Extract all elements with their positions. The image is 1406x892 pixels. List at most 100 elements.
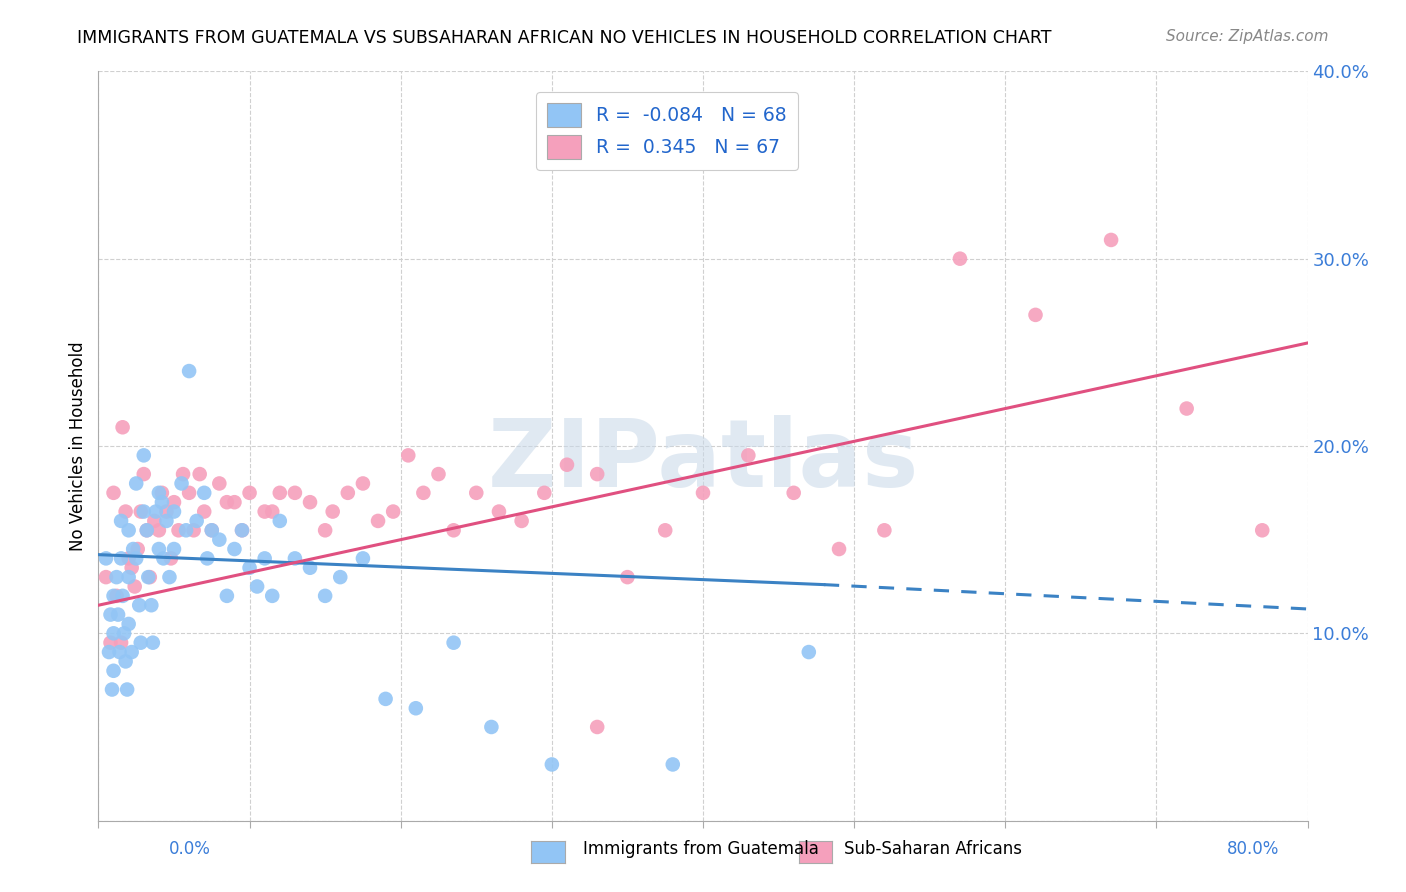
Point — [110, 551, 132, 566]
Point — [262, 505, 284, 519]
Point — [179, 486, 201, 500]
Point — [382, 505, 405, 519]
Point — [115, 682, 138, 697]
Point — [797, 645, 820, 659]
Point — [105, 570, 128, 584]
Point — [314, 589, 336, 603]
Point — [132, 449, 155, 463]
Point — [215, 495, 238, 509]
Point — [443, 635, 465, 649]
Point — [108, 645, 131, 659]
Point — [201, 524, 224, 538]
Point — [112, 626, 135, 640]
Point — [110, 514, 132, 528]
Point — [396, 449, 419, 463]
Point — [661, 757, 683, 772]
Point — [188, 467, 211, 482]
Point — [616, 570, 638, 584]
Point — [540, 757, 562, 772]
Point — [150, 495, 173, 509]
Point — [193, 505, 215, 519]
Point — [269, 486, 291, 500]
Point — [103, 626, 125, 640]
Point — [148, 486, 170, 500]
Point — [127, 542, 149, 557]
Point — [135, 524, 157, 538]
Point — [314, 524, 336, 538]
Point — [427, 467, 450, 482]
Point — [299, 495, 322, 509]
Point — [208, 476, 231, 491]
Text: Sub-Saharan Africans: Sub-Saharan Africans — [844, 840, 1022, 858]
Point — [828, 542, 851, 557]
Text: 80.0%: 80.0% — [1227, 840, 1279, 858]
Point — [103, 486, 125, 500]
Point — [103, 589, 125, 603]
Point — [329, 570, 352, 584]
Text: IMMIGRANTS FROM GUATEMALA VS SUBSAHARAN AFRICAN NO VEHICLES IN HOUSEHOLD CORRELA: IMMIGRANTS FROM GUATEMALA VS SUBSAHARAN … — [77, 29, 1052, 46]
Point — [148, 524, 170, 538]
Point — [125, 476, 148, 491]
Point — [94, 551, 117, 566]
Point — [1251, 524, 1274, 538]
Point — [336, 486, 359, 500]
Point — [201, 524, 224, 538]
Point — [124, 580, 146, 594]
Point — [114, 505, 136, 519]
Point — [299, 561, 322, 575]
Point — [122, 542, 145, 557]
Point — [481, 720, 503, 734]
Point — [152, 551, 174, 566]
Point — [103, 664, 125, 678]
Point — [132, 467, 155, 482]
Point — [183, 524, 205, 538]
Point — [1024, 308, 1046, 322]
Point — [139, 570, 162, 584]
Point — [322, 505, 344, 519]
Point — [155, 505, 177, 519]
Point — [94, 570, 117, 584]
Point — [114, 655, 136, 669]
Point — [118, 551, 141, 566]
Text: ZIPatlas: ZIPatlas — [488, 415, 918, 507]
Point — [111, 420, 134, 434]
Point — [107, 607, 129, 622]
Point — [118, 617, 141, 632]
Point — [101, 682, 124, 697]
Point — [253, 505, 276, 519]
Point — [465, 486, 488, 500]
Point — [135, 524, 157, 538]
Point — [111, 589, 134, 603]
Point — [873, 524, 896, 538]
Point — [163, 495, 186, 509]
Point — [163, 542, 186, 557]
Point — [367, 514, 389, 528]
Point — [586, 720, 609, 734]
Point — [224, 542, 246, 557]
Point — [100, 635, 122, 649]
Point — [654, 524, 676, 538]
Text: Source: ZipAtlas.com: Source: ZipAtlas.com — [1166, 29, 1329, 44]
Point — [374, 692, 396, 706]
Point — [143, 514, 166, 528]
Point — [172, 467, 194, 482]
Point — [163, 505, 186, 519]
Point — [352, 476, 374, 491]
Point — [105, 589, 128, 603]
Y-axis label: No Vehicles in Household: No Vehicles in Household — [69, 341, 87, 551]
Point — [737, 449, 759, 463]
Point — [118, 570, 141, 584]
Point — [132, 505, 155, 519]
Point — [121, 561, 143, 575]
Point — [231, 524, 253, 538]
Point — [150, 486, 173, 500]
Point — [193, 486, 215, 500]
Point — [269, 514, 291, 528]
Point — [555, 458, 578, 472]
Legend: R =  -0.084   N = 68, R =  0.345   N = 67: R = -0.084 N = 68, R = 0.345 N = 67 — [536, 92, 797, 170]
Point — [231, 524, 253, 538]
Text: Immigrants from Guatemala: Immigrants from Guatemala — [583, 840, 820, 858]
Point — [692, 486, 714, 500]
Point — [145, 505, 167, 519]
Point — [129, 505, 152, 519]
